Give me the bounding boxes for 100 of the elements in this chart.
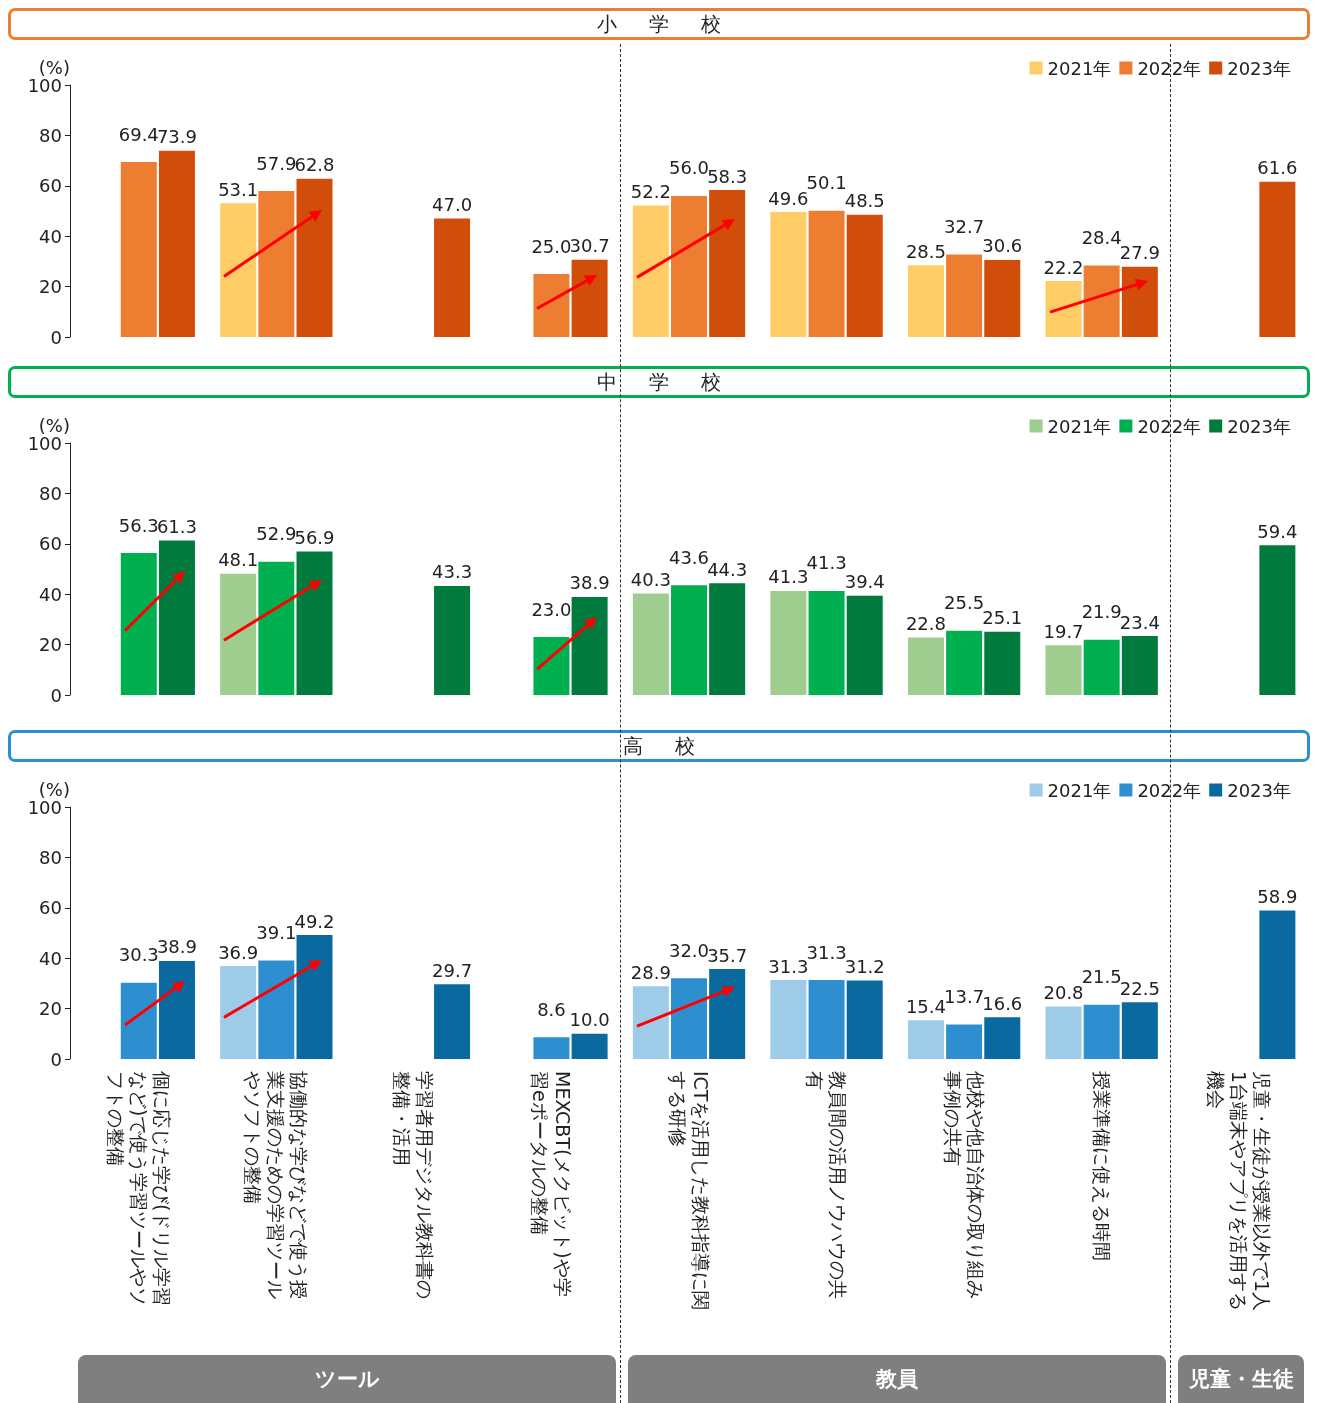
- y-axis-title: (%): [38, 778, 70, 800]
- y-tick-label: 0: [50, 1048, 62, 1070]
- bar: [709, 190, 746, 337]
- data-label: 39.4: [844, 571, 885, 593]
- data-label: 15.4: [905, 995, 946, 1017]
- x-tick-label: 協働的な学びなどで使う授業支援のための学習ツールやソフトの整備: [242, 1071, 311, 1299]
- bar: [1045, 1006, 1082, 1059]
- data-label: 69.4: [118, 123, 159, 145]
- bar: [571, 259, 608, 337]
- x-tick-label: 他校や他自治体の取り組み事例の共有: [941, 1071, 987, 1299]
- data-label: 32.7: [944, 216, 985, 238]
- data-label: 58.9: [1257, 886, 1298, 908]
- data-label: 49.6: [768, 187, 809, 209]
- bar: [1083, 1004, 1120, 1059]
- legend-label: 2022年: [1137, 415, 1202, 437]
- bar: [1259, 910, 1296, 1059]
- y-tick-label: 60: [39, 533, 62, 555]
- data-label: 36.9: [218, 941, 259, 963]
- y-tick-label: 60: [39, 175, 62, 197]
- bar: [1045, 645, 1082, 695]
- bar: [671, 978, 707, 1059]
- bar: [158, 150, 195, 337]
- bar: [1083, 265, 1120, 337]
- bar: [808, 980, 845, 1059]
- bar: [220, 203, 257, 337]
- data-label: 61.3: [156, 516, 197, 538]
- data-label: 21.5: [1081, 966, 1122, 988]
- bar: [770, 980, 807, 1059]
- bar: [258, 191, 295, 337]
- bar: [984, 631, 1021, 695]
- y-tick-label: 80: [39, 482, 62, 504]
- bar: [1121, 636, 1158, 695]
- data-label: 61.6: [1257, 157, 1298, 179]
- x-tick-label: 個に応じた学び(ドリル学習など)で使う学習ツールやソフトの整備: [104, 1071, 173, 1307]
- bar: [1259, 181, 1296, 337]
- bar: [571, 1033, 608, 1059]
- legend-label: 2021年: [1047, 779, 1112, 801]
- legend-label: 2023年: [1227, 415, 1291, 437]
- data-label: 30.3: [118, 944, 159, 966]
- data-label: 52.9: [256, 523, 297, 545]
- data-label: 50.1: [806, 172, 847, 194]
- bar: [220, 966, 257, 1059]
- text: 教員: [628, 1355, 1167, 1403]
- bar: [632, 986, 669, 1059]
- bar: [984, 259, 1021, 337]
- data-label: 16.6: [982, 992, 1023, 1014]
- data-label: 59.4: [1257, 520, 1298, 542]
- y-tick-label: 80: [39, 124, 62, 146]
- text: ツール: [78, 1355, 617, 1403]
- bar: [258, 960, 295, 1059]
- data-label: 38.9: [569, 572, 610, 594]
- data-label: 22.8: [905, 613, 946, 635]
- data-label: 35.7: [707, 944, 748, 966]
- bar: [1083, 639, 1120, 695]
- bar: [120, 982, 157, 1059]
- chart-title: 中学校: [8, 366, 1310, 398]
- bar: [846, 980, 883, 1059]
- data-label: 20.8: [1043, 982, 1084, 1004]
- bar: [946, 1024, 983, 1059]
- x-tick-label: MEXCBT(メクビット)や学習eポータルの整備: [528, 1071, 574, 1297]
- data-label: 28.5: [905, 240, 946, 262]
- data-label: 13.7: [944, 985, 985, 1007]
- bar: [158, 540, 195, 695]
- y-axis-title: (%): [38, 414, 70, 436]
- y-tick-label: 20: [39, 276, 62, 298]
- bar: [632, 593, 669, 695]
- bar: [946, 254, 983, 337]
- text: 児童・生徒: [1178, 1355, 1304, 1403]
- bar: [533, 1037, 570, 1059]
- bar: [984, 1017, 1021, 1059]
- bar: [907, 637, 944, 695]
- data-label: 21.9: [1081, 601, 1122, 623]
- bar: [120, 553, 157, 695]
- data-label: 49.2: [294, 910, 335, 932]
- data-label: 56.9: [294, 527, 335, 549]
- data-label: 43.3: [432, 561, 473, 583]
- data-label: 56.0: [668, 157, 710, 179]
- y-tick-label: 80: [39, 846, 62, 868]
- legend-label: 2021年: [1047, 415, 1112, 437]
- bar: [709, 969, 746, 1059]
- bar: [846, 214, 883, 337]
- x-tick-label: ICTを活用した教科指導に関する研修: [666, 1071, 712, 1311]
- legend-label: 2022年: [1137, 57, 1202, 79]
- data-label: 22.2: [1043, 256, 1084, 278]
- data-label: 47.0: [432, 194, 473, 216]
- data-label: 52.2: [630, 180, 671, 202]
- bar: [770, 590, 807, 695]
- data-label: 31.3: [806, 941, 847, 963]
- bar: [907, 265, 944, 337]
- bar: [296, 178, 333, 337]
- data-label: 41.3: [806, 552, 847, 574]
- bar: [946, 630, 983, 695]
- y-tick-label: 60: [39, 897, 62, 919]
- data-label: 38.9: [156, 936, 197, 958]
- legend-label: 2023年: [1227, 57, 1291, 79]
- bar: [671, 195, 707, 337]
- data-label: 8.6: [537, 998, 566, 1020]
- data-label: 27.9: [1119, 242, 1160, 264]
- chart-title: 小学校: [8, 8, 1310, 40]
- bar: [770, 212, 807, 337]
